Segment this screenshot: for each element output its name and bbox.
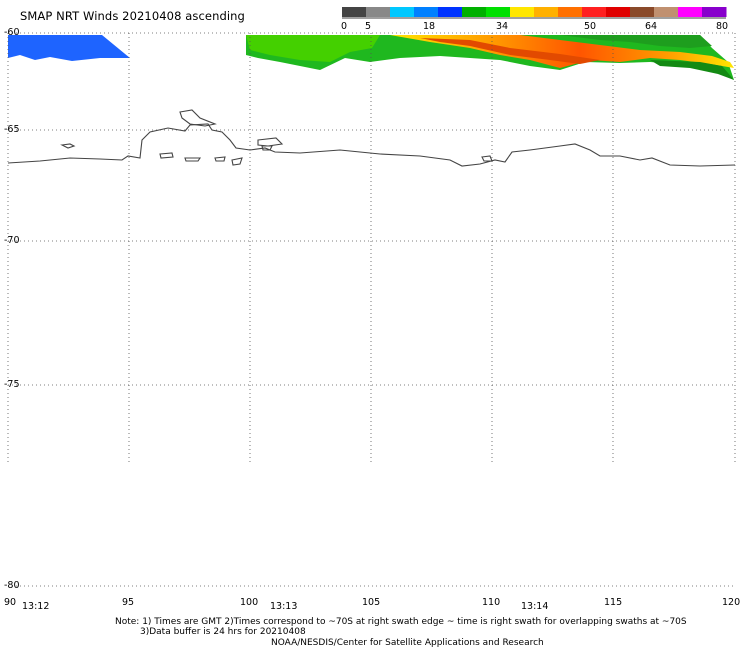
lon-label-95: 95 [122, 597, 135, 608]
colorbar-label-34: 34 [496, 21, 509, 32]
map-title: SMAP NRT Winds 20210408 ascending [20, 9, 245, 23]
lat-label-70: -70 [4, 235, 20, 246]
footer-credit: NOAA/NESDIS/Center for Satellite Applica… [271, 638, 544, 648]
colorbar-step [510, 7, 535, 17]
lat-label-60: -60 [4, 27, 20, 38]
time-label-1313: 13:13 [270, 601, 298, 612]
colorbar-step [438, 7, 463, 17]
colorbar-label-80: 80 [716, 21, 729, 32]
colorbar-label-64: 64 [645, 21, 658, 32]
colorbar-step [558, 7, 583, 17]
wind-swath-east [246, 35, 734, 80]
footer-note-times: Note: 1) Times are GMT 2)Times correspon… [115, 617, 687, 627]
lon-label-120: 120 [722, 597, 740, 608]
colorbar-step [606, 7, 631, 17]
footer-note-buffer: 3)Data buffer is 24 hrs for 20210408 [140, 627, 306, 637]
colorbar-step [486, 7, 511, 17]
colorbar-step [342, 7, 367, 17]
lon-label-105: 105 [362, 597, 381, 608]
wind-swath-west [8, 35, 130, 61]
colorbar-step [366, 7, 391, 17]
time-label-1314: 13:14 [521, 601, 549, 612]
colorbar-step [630, 7, 655, 17]
lon-label-90: 90 [4, 597, 17, 608]
colorbar-label-18: 18 [423, 21, 436, 32]
colorbar-label-50: 50 [584, 21, 597, 32]
colorbar-step [462, 7, 487, 17]
colorbar-step [678, 7, 703, 17]
colorbar-step [390, 7, 415, 17]
colorbar-label-0: 0 [341, 21, 348, 32]
lat-label-80: -80 [4, 580, 20, 591]
colorbar-step [582, 7, 607, 17]
colorbar-step [534, 7, 559, 17]
plot-area [8, 33, 735, 463]
antarctic-coastline [7, 109, 736, 167]
lon-label-100: 100 [240, 597, 259, 608]
colorbar-label-5: 5 [365, 21, 372, 32]
lon-label-110: 110 [482, 597, 501, 608]
lon-label-115: 115 [604, 597, 623, 608]
colorbar [342, 7, 727, 19]
lat-label-75: -75 [4, 379, 20, 390]
time-label-1312: 13:12 [22, 601, 50, 612]
colorbar-step [654, 7, 679, 17]
colorbar-step [414, 7, 439, 17]
lat-label-65: -65 [4, 124, 20, 135]
colorbar-step [702, 7, 727, 17]
